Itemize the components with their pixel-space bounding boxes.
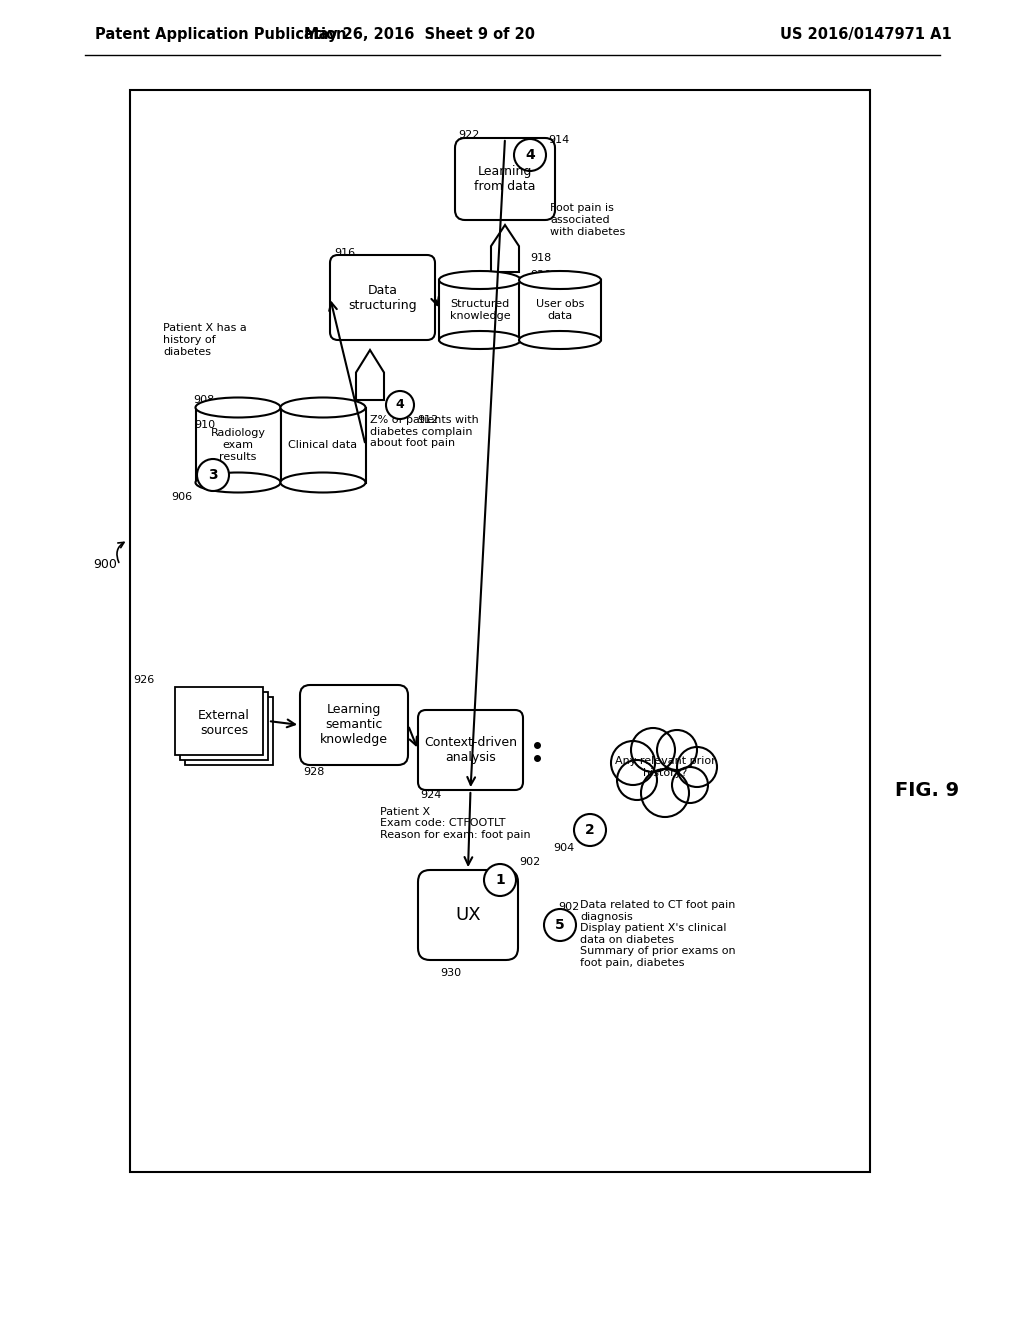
Text: 3: 3	[208, 469, 218, 482]
FancyBboxPatch shape	[330, 255, 435, 341]
Text: 914: 914	[548, 135, 569, 145]
Ellipse shape	[196, 397, 281, 417]
Text: Clinical data: Clinical data	[289, 440, 357, 450]
Text: Data related to CT foot pain
diagnosis
Display patient X's clinical
data on diab: Data related to CT foot pain diagnosis D…	[580, 900, 735, 968]
Circle shape	[677, 747, 717, 787]
Text: External
sources: External sources	[198, 709, 250, 737]
Ellipse shape	[281, 397, 366, 417]
Circle shape	[657, 730, 697, 770]
Circle shape	[484, 865, 516, 896]
FancyBboxPatch shape	[300, 685, 408, 766]
Circle shape	[611, 741, 655, 785]
Text: Patient X has a
history of
diabetes: Patient X has a history of diabetes	[163, 323, 247, 356]
Circle shape	[574, 814, 606, 846]
Bar	[185, 697, 273, 766]
Text: 926: 926	[134, 675, 155, 685]
Text: Foot pain is
associated
with diabetes: Foot pain is associated with diabetes	[550, 203, 626, 236]
Text: 902: 902	[519, 857, 541, 867]
Text: 4: 4	[525, 148, 535, 162]
Text: 916: 916	[334, 248, 355, 257]
Text: FIG. 9: FIG. 9	[895, 780, 959, 800]
Circle shape	[631, 729, 675, 772]
Text: 918: 918	[530, 253, 551, 263]
Text: 908: 908	[194, 395, 215, 405]
Circle shape	[386, 391, 414, 418]
Bar	[281, 408, 366, 483]
Text: 922: 922	[458, 129, 479, 140]
Text: 920: 920	[530, 271, 551, 280]
Text: 4: 4	[395, 399, 404, 412]
Bar	[130, 90, 870, 1172]
Text: UX: UX	[456, 906, 481, 924]
Text: Data
structuring: Data structuring	[348, 284, 417, 312]
Circle shape	[544, 909, 575, 941]
Bar	[180, 692, 268, 760]
Text: User obs
data: User obs data	[536, 300, 584, 321]
Bar	[439, 280, 521, 341]
FancyBboxPatch shape	[418, 710, 523, 789]
Text: Z% of patients with
diabetes complain
about foot pain: Z% of patients with diabetes complain ab…	[370, 414, 479, 449]
Text: 930: 930	[440, 968, 461, 978]
Text: 924: 924	[420, 789, 441, 800]
Circle shape	[197, 459, 229, 491]
Text: Structured
knowledge: Structured knowledge	[450, 300, 510, 321]
Text: 1: 1	[496, 873, 505, 887]
FancyBboxPatch shape	[418, 870, 518, 960]
Text: 910: 910	[194, 420, 215, 430]
FancyBboxPatch shape	[455, 139, 555, 220]
Bar	[175, 686, 263, 755]
Bar	[196, 408, 281, 483]
Text: US 2016/0147971 A1: US 2016/0147971 A1	[780, 28, 951, 42]
Text: 902: 902	[558, 902, 580, 912]
Text: 928: 928	[303, 767, 325, 777]
Polygon shape	[490, 224, 519, 272]
Circle shape	[514, 139, 546, 172]
Ellipse shape	[281, 473, 366, 492]
Text: Radiology
exam
results: Radiology exam results	[211, 429, 265, 462]
Bar	[519, 280, 601, 341]
Ellipse shape	[439, 271, 521, 289]
Text: Learning
semantic
knowledge: Learning semantic knowledge	[319, 704, 388, 747]
Text: Context-driven
analysis: Context-driven analysis	[424, 737, 517, 764]
Text: Patient X
Exam code: CTFOOTLT
Reason for exam: foot pain: Patient X Exam code: CTFOOTLT Reason for…	[380, 807, 530, 840]
Text: 5: 5	[555, 917, 565, 932]
Ellipse shape	[519, 271, 601, 289]
Ellipse shape	[439, 331, 521, 348]
Text: Any relevant prior
history?: Any relevant prior history?	[614, 756, 716, 777]
Ellipse shape	[519, 331, 601, 348]
Text: 906: 906	[171, 492, 193, 502]
Text: 912: 912	[417, 414, 438, 425]
Text: 2: 2	[585, 822, 595, 837]
Polygon shape	[356, 350, 384, 400]
Text: Patent Application Publication: Patent Application Publication	[95, 28, 346, 42]
Text: Learning
from data: Learning from data	[474, 165, 536, 193]
Text: 904: 904	[553, 843, 574, 853]
Circle shape	[672, 767, 708, 803]
Text: May 26, 2016  Sheet 9 of 20: May 26, 2016 Sheet 9 of 20	[304, 28, 536, 42]
Circle shape	[641, 770, 689, 817]
Text: 900: 900	[93, 558, 117, 572]
Ellipse shape	[196, 473, 281, 492]
Circle shape	[617, 760, 657, 800]
